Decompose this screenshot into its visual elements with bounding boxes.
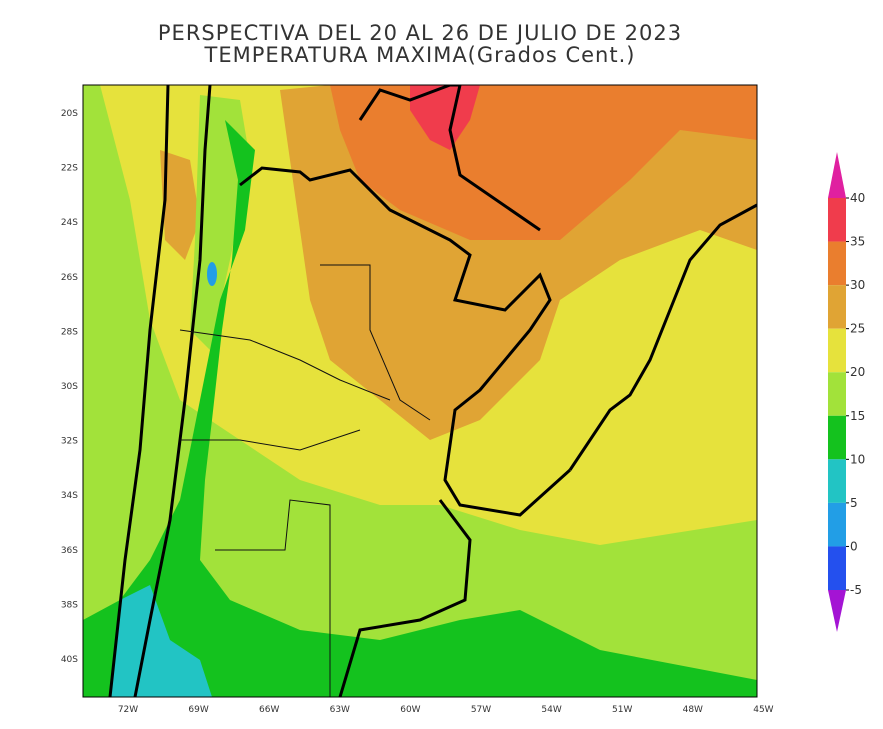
border — [133, 85, 212, 697]
colorbar-label: 5 — [850, 496, 858, 510]
title-line: TEMPERATURA MAXIMA(Grados Cent.) — [204, 43, 636, 67]
axes: 20S 22S 24S 26S 28S 30S 32S 34S 36S 38S 40S 72W 69W 6… — [61, 109, 774, 715]
colorbar-segment — [828, 328, 846, 373]
colorbar-segment — [828, 285, 846, 329]
lat-label: 32S — [61, 437, 78, 447]
colorbar-label: 35 — [850, 235, 865, 249]
colorbar-segment — [828, 198, 846, 242]
field — [160, 150, 200, 260]
colorbar-segment — [828, 372, 846, 416]
province — [179, 329, 391, 401]
lat-label: 30S — [61, 382, 78, 392]
lat-label: 22S — [61, 164, 78, 174]
temperature-map — [83, 85, 757, 697]
colorbar-label: 0 — [850, 539, 858, 553]
field — [410, 85, 480, 150]
colorbar-segment — [828, 546, 846, 590]
lat-label: 28S — [61, 327, 78, 337]
lon-label: 54W — [541, 705, 561, 715]
border — [568, 203, 757, 471]
lon-label: 57W — [471, 705, 491, 715]
lon-label: 69W — [188, 705, 208, 715]
colorbar-segment — [828, 502, 846, 547]
map-frame — [82, 84, 758, 698]
colorbar-label: -5 — [850, 583, 862, 597]
lat-label: 34S — [61, 491, 78, 501]
lat-label: 38S — [61, 600, 78, 610]
colorbar-arrow — [828, 152, 846, 198]
border — [239, 166, 572, 517]
province — [215, 499, 331, 697]
colorbar-label: 20 — [850, 365, 865, 379]
colorbar-label: 30 — [850, 278, 865, 292]
field — [110, 585, 212, 697]
colorbar-segment — [828, 459, 846, 503]
province — [180, 429, 361, 451]
colorbar-segment — [828, 415, 846, 460]
colorbar-label: 40 — [850, 191, 865, 205]
title-line: PERSPECTIVA DEL 20 AL 26 DE JULIO DE 202… — [158, 21, 682, 45]
colorbar-arrow — [828, 590, 846, 632]
border — [338, 499, 472, 697]
lat-label: 20S — [61, 109, 78, 119]
field — [207, 262, 217, 286]
lon-label: 63W — [330, 705, 350, 715]
lon-label: 45W — [753, 705, 773, 715]
lon-label: 60W — [400, 705, 420, 715]
lon-label: 51W — [612, 705, 632, 715]
lat-label: 24S — [61, 218, 78, 228]
lon-label: 48W — [683, 705, 703, 715]
lon-label: 72W — [118, 705, 138, 715]
colorbar-label: 25 — [850, 322, 865, 336]
colorbar: 40 35 30 25 20 15 10 5 0 -5 — [828, 152, 865, 632]
border — [358, 85, 541, 232]
field — [83, 85, 757, 697]
border — [108, 85, 170, 697]
colorbar-label: 10 — [850, 452, 865, 466]
colorbar-segment — [828, 241, 846, 286]
lon-label: 66W — [259, 705, 279, 715]
colorbar-label: 15 — [850, 409, 865, 423]
lat-label: 40S — [61, 655, 78, 665]
province — [320, 264, 431, 421]
lat-label: 36S — [61, 546, 78, 556]
lat-label: 26S — [61, 273, 78, 283]
